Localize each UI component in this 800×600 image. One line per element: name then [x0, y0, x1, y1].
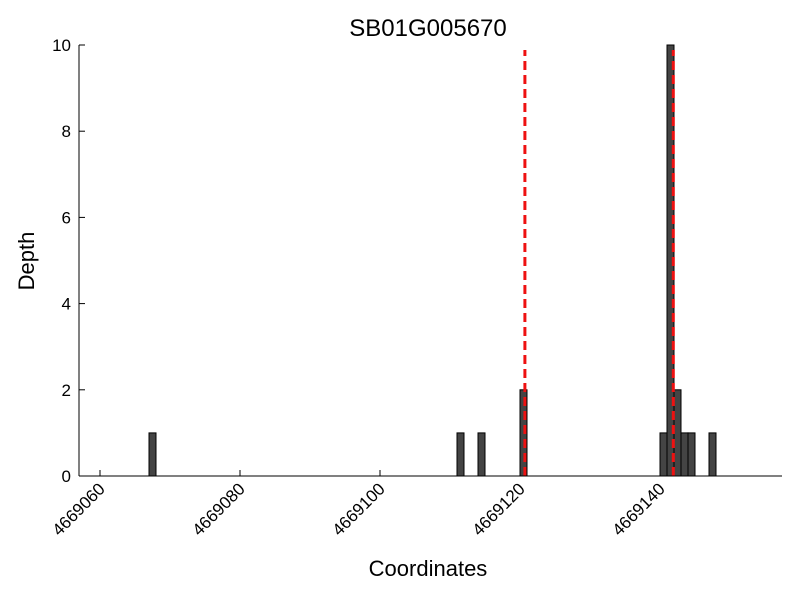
bar — [456, 432, 465, 477]
chart-title: SB01G005670 — [349, 15, 506, 42]
y-tick-label: 2 — [62, 381, 71, 400]
bar — [673, 389, 682, 477]
y-axis-label: Depth — [14, 232, 39, 291]
bar — [659, 432, 668, 477]
bar — [477, 432, 486, 477]
x-tick-label: 4669060 — [49, 479, 109, 539]
x-tick-label: 4669140 — [609, 479, 669, 539]
y-tick-label: 0 — [62, 467, 71, 486]
bar — [708, 432, 717, 477]
x-tick-label: 4669100 — [329, 479, 389, 539]
bar — [148, 432, 157, 477]
x-tick-label: 4669080 — [189, 479, 249, 539]
y-tick-label: 10 — [52, 36, 71, 55]
bar — [680, 432, 689, 477]
y-tick-label: 8 — [62, 122, 71, 141]
y-tick-label: 6 — [62, 208, 71, 227]
y-tick-label: 4 — [62, 295, 71, 314]
x-tick-label: 4669120 — [469, 479, 529, 539]
x-axis-label: Coordinates — [369, 556, 488, 581]
bar — [687, 432, 696, 477]
